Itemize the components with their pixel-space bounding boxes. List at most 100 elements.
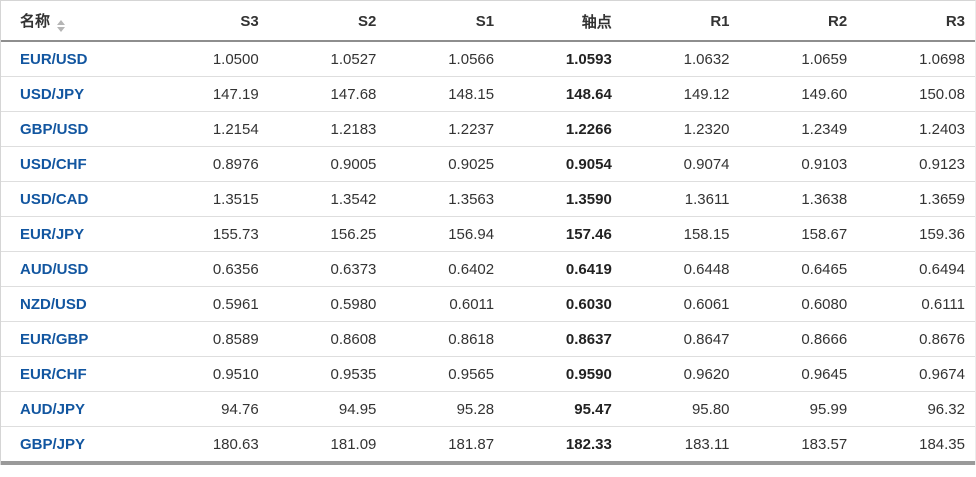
level-value: 0.8647 — [683, 331, 730, 348]
pair-link[interactable]: AUD/JPY — [20, 401, 86, 418]
table-row: USD/CAD 1.3515 1.3542 1.3563 1.3590 1.3611 1.3… — [1, 181, 975, 217]
column-header-pivot: 轴点 — [504, 1, 622, 41]
pivot-value: 148.64 — [565, 86, 612, 103]
pair-link[interactable]: USD/CHF — [20, 156, 87, 173]
sort-down-icon — [57, 27, 66, 32]
level-value: 0.6111 — [921, 296, 965, 313]
level-value: 94.76 — [221, 401, 259, 418]
pair-name-cell: AUD/USD — [1, 252, 151, 287]
level-value: 1.0566 — [448, 51, 495, 68]
pivot-points-table-widget: 名称 S3 S2 S1 轴点 R1 R2 R3 EUR/USD 1.0500 1.0… — [0, 0, 976, 465]
level-value: 1.3515 — [212, 191, 259, 208]
level-value: 0.6448 — [683, 261, 730, 278]
level-value: 1.3659 — [919, 191, 965, 208]
level-value: 1.3638 — [801, 191, 848, 208]
level-value: 0.6080 — [801, 296, 848, 313]
pivot-value: 0.9054 — [565, 156, 612, 173]
level-value: 0.9645 — [801, 366, 848, 383]
pivot-points-table: 名称 S3 S2 S1 轴点 R1 R2 R3 EUR/USD 1.0500 1.0… — [1, 1, 975, 465]
level-value: 1.0632 — [683, 51, 730, 68]
table-body: EUR/USD 1.0500 1.0527 1.0566 1.0593 1.0632 1.0… — [1, 41, 975, 463]
pair-link[interactable]: EUR/GBP — [20, 331, 89, 348]
level-value: 0.6356 — [212, 261, 259, 278]
pivot-value: 0.6419 — [565, 261, 612, 278]
level-value: 159.36 — [919, 226, 965, 243]
pivot-value: 1.2266 — [565, 121, 612, 138]
level-value: 1.2154 — [212, 121, 259, 138]
pivot-value: 0.9590 — [565, 366, 612, 383]
level-value: 1.0659 — [801, 51, 848, 68]
level-value: 0.6494 — [919, 261, 965, 278]
pivot-value: 0.6030 — [565, 296, 612, 313]
pair-name-cell: USD/CHF — [1, 147, 151, 182]
pivot-value: 157.46 — [565, 226, 612, 243]
level-value: 158.67 — [801, 226, 848, 243]
pair-link[interactable]: NZD/USD — [20, 296, 87, 313]
level-value: 0.6011 — [449, 296, 495, 313]
level-value: 181.09 — [330, 436, 377, 453]
level-value: 1.2403 — [919, 121, 965, 138]
pair-link[interactable]: AUD/USD — [20, 261, 89, 278]
pair-link[interactable]: GBP/JPY — [20, 436, 86, 453]
pair-link[interactable]: USD/JPY — [20, 86, 85, 103]
column-header-r2: R2 — [739, 1, 858, 41]
pair-name-cell: EUR/USD — [1, 41, 151, 77]
level-value: 148.15 — [448, 86, 495, 103]
level-value: 149.12 — [683, 86, 730, 103]
pair-link[interactable]: GBP/USD — [20, 121, 89, 138]
column-header-s3: S3 — [151, 1, 269, 41]
pair-name-cell: GBP/USD — [1, 112, 151, 147]
level-value: 0.5961 — [212, 296, 259, 313]
pair-link[interactable]: EUR/USD — [20, 51, 88, 68]
level-value: 0.9674 — [919, 366, 965, 383]
pair-name-cell: GBP/JPY — [1, 427, 151, 464]
level-value: 0.6465 — [801, 261, 848, 278]
table-row: EUR/CHF 0.9510 0.9535 0.9565 0.9590 0.9620 0.9… — [1, 356, 975, 392]
level-value: 0.8589 — [212, 331, 259, 348]
level-value: 95.28 — [456, 401, 495, 418]
column-header-name-label: 名称 — [20, 13, 51, 30]
column-header-name[interactable]: 名称 — [1, 1, 151, 41]
column-header-r3: R3 — [857, 1, 975, 41]
level-value: 149.60 — [801, 86, 848, 103]
pair-name-cell: EUR/GBP — [1, 322, 151, 357]
level-value: 0.8618 — [448, 331, 495, 348]
level-value: 0.9510 — [212, 366, 259, 383]
pair-link[interactable]: USD/CAD — [20, 191, 89, 208]
level-value: 1.2183 — [330, 121, 377, 138]
level-value: 0.8676 — [919, 331, 965, 348]
pivot-value: 1.3590 — [565, 191, 612, 208]
level-value: 155.73 — [212, 226, 259, 243]
pair-link[interactable]: EUR/JPY — [20, 226, 85, 243]
pair-name-cell: USD/JPY — [1, 77, 151, 112]
level-value: 0.6373 — [330, 261, 377, 278]
level-value: 94.95 — [338, 401, 377, 418]
level-value: 156.25 — [330, 226, 377, 243]
pair-link[interactable]: EUR/CHF — [20, 366, 87, 383]
level-value: 150.08 — [919, 86, 965, 103]
level-value: 1.3563 — [448, 191, 495, 208]
level-value: 0.9074 — [683, 156, 730, 173]
level-value: 0.6402 — [448, 261, 495, 278]
table-row: GBP/JPY 180.63 181.09 181.87 182.33 183.11 183… — [1, 426, 975, 464]
level-value: 1.0527 — [330, 51, 377, 68]
level-value: 0.9565 — [448, 366, 495, 383]
pivot-value: 0.8637 — [565, 331, 612, 348]
level-value: 183.11 — [684, 436, 730, 453]
table-row: USD/JPY 147.19 147.68 148.15 148.64 149.12 149… — [1, 76, 975, 112]
table-row: EUR/USD 1.0500 1.0527 1.0566 1.0593 1.0632 1.0… — [1, 41, 975, 77]
level-value: 1.3542 — [330, 191, 377, 208]
pair-name-cell: USD/CAD — [1, 182, 151, 217]
level-value: 1.3611 — [684, 191, 730, 208]
level-value: 1.2237 — [448, 121, 495, 138]
sort-up-icon — [57, 20, 66, 25]
level-value: 180.63 — [212, 436, 259, 453]
level-value: 0.6061 — [683, 296, 730, 313]
level-value: 0.9620 — [683, 366, 730, 383]
pivot-value: 95.47 — [574, 401, 612, 418]
level-value: 147.68 — [330, 86, 377, 103]
level-value: 158.15 — [683, 226, 730, 243]
level-value: 0.9103 — [801, 156, 848, 173]
table-row: AUD/USD 0.6356 0.6373 0.6402 0.6419 0.6448 0.6… — [1, 251, 975, 287]
sort-arrows-icon[interactable] — [57, 20, 66, 32]
